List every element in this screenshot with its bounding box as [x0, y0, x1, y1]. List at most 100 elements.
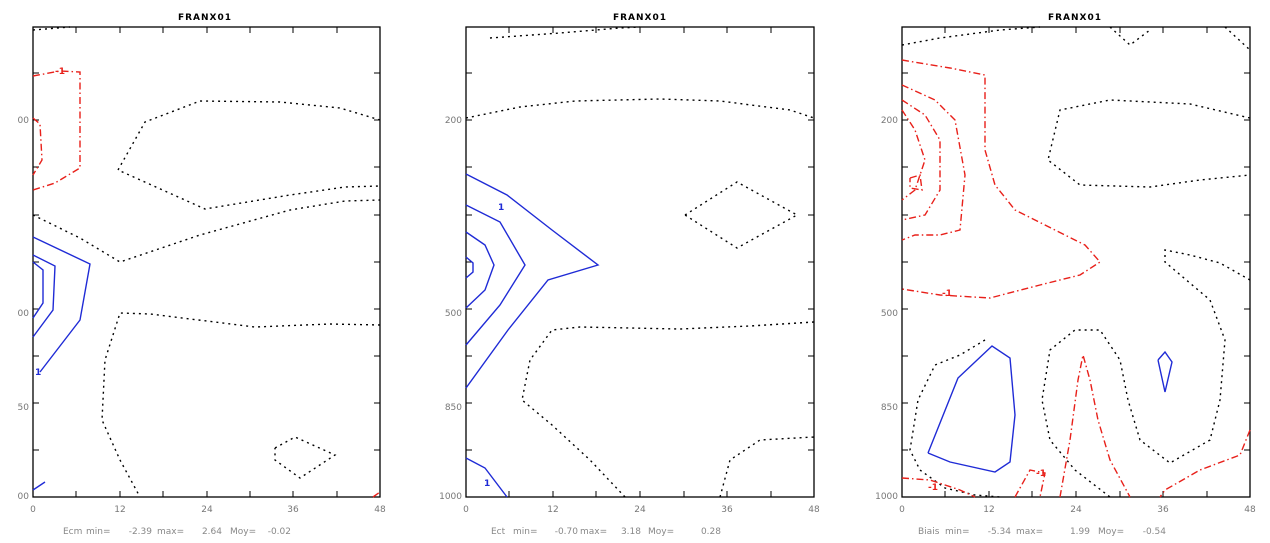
contour-zero: [1041, 249, 1251, 498]
y-tick-label: 500: [445, 309, 462, 319]
panel-2-frame: [465, 26, 815, 498]
x-tick-label: 36: [721, 505, 733, 515]
contour-neg: [909, 174, 923, 191]
contour-label: -1: [928, 483, 938, 493]
contour-label: -1: [1036, 469, 1046, 479]
y-tick-label: 1000: [875, 492, 898, 502]
panel-2-title: FRANX01: [613, 13, 667, 23]
contour-pos: [1157, 350, 1173, 393]
y-tick-label: 500: [881, 309, 898, 319]
contour-zero: [684, 181, 799, 249]
stats-min-value: -2.39: [129, 527, 153, 537]
contour-neg: [901, 59, 1102, 299]
x-tick-label: 0: [899, 505, 905, 515]
contour-zero: [521, 321, 815, 498]
contour-zero: [101, 312, 381, 498]
contour-neg: [1059, 354, 1131, 498]
stats-max-value: 3.18: [621, 527, 641, 537]
stats-label: Ect: [491, 527, 506, 537]
panel-ect: FRANX01 200 500 850 1000 0 12 2: [439, 13, 820, 537]
stats-min-label: min=: [513, 527, 538, 537]
contour-neg: [901, 109, 926, 201]
contour-neg: [901, 477, 976, 498]
y-tick-label: 00: [18, 492, 30, 502]
contour-pos: [465, 256, 474, 279]
contour-pos: [465, 204, 526, 346]
stats-moy-label: Moy=: [1098, 527, 1124, 537]
contour-pos: [465, 231, 495, 309]
y-tick-label: 50: [18, 403, 30, 413]
panel-1-contours: -1 1: [32, 26, 381, 498]
y-tick-label: 850: [881, 403, 898, 413]
contour-neg: [901, 84, 966, 241]
x-tick-label: 12: [114, 505, 125, 515]
contour-pos: [32, 481, 46, 491]
contour-label: 1: [484, 479, 490, 489]
contour-pos: [927, 345, 1016, 473]
contour-pos: [465, 457, 508, 498]
x-tick-label: 36: [1157, 505, 1169, 515]
contour-zero: [117, 100, 381, 210]
stats-min-label: min=: [86, 527, 111, 537]
contour-label: -1: [55, 67, 65, 77]
stats-label: Biais: [918, 527, 940, 537]
stats-moy-value: -0.54: [1143, 527, 1167, 537]
contour-zero: [32, 199, 381, 263]
contour-zero: [465, 98, 815, 119]
x-tick-label: 24: [201, 505, 213, 515]
stats-moy-label: Moy=: [230, 527, 256, 537]
stats-max-label: max=: [580, 527, 607, 537]
x-tick-label: 0: [463, 505, 469, 515]
panel-3-ticks: [902, 27, 1250, 497]
contour-zero: [489, 26, 641, 39]
x-tick-label: 0: [30, 505, 36, 515]
stats-min-value: -5.34: [988, 527, 1012, 537]
y-tick-label: 00: [18, 116, 30, 126]
stats-moy-value: 0.28: [701, 527, 721, 537]
x-tick-label: 12: [547, 505, 558, 515]
contour-neg: [1014, 469, 1046, 498]
contour-pos: [32, 261, 44, 319]
stats-max-label: max=: [1016, 527, 1043, 537]
contour-neg: [901, 99, 941, 221]
contour-zero: [1109, 26, 1151, 46]
y-tick-label: 200: [881, 116, 898, 126]
panel-biais: FRANX01 200 500 850 1000 0 12 2: [875, 13, 1256, 537]
contour-zero: [909, 339, 1001, 498]
stats-moy-label: Moy=: [648, 527, 674, 537]
x-tick-label: 36: [287, 505, 299, 515]
stats-max-value: 1.99: [1070, 527, 1090, 537]
contour-zero: [901, 26, 1041, 46]
x-tick-label: 24: [634, 505, 646, 515]
contour-zero: [719, 436, 815, 498]
panel-1-ticks: [33, 27, 380, 497]
x-tick-label: 24: [1070, 505, 1082, 515]
stats-min-label: min=: [945, 527, 970, 537]
contour-label: -1: [942, 289, 952, 299]
contour-pos: [465, 173, 600, 389]
stats-max-value: 2.64: [202, 527, 222, 537]
stats-label: Ecm: [63, 527, 82, 537]
contour-neg: [372, 491, 381, 498]
contour-zero: [1047, 99, 1251, 188]
contour-neg: [32, 117, 43, 176]
panel-3-title: FRANX01: [1048, 13, 1102, 23]
y-tick-label: 850: [445, 403, 462, 413]
contour-label: 1: [35, 368, 41, 378]
panel-3-contours: -1 -1 -1: [901, 26, 1251, 498]
stats-min-value: -0.70: [555, 527, 579, 537]
panel-2-contours: 1 1: [465, 26, 815, 498]
panel-2-ticks: [466, 27, 814, 497]
x-tick-label: 48: [374, 505, 386, 515]
y-tick-label: 00: [18, 309, 30, 319]
stats-max-label: max=: [157, 527, 184, 537]
panel-ecm: FRANX01 00 00 50 00 0 12: [18, 13, 386, 537]
panel-3-frame: [901, 26, 1251, 498]
x-tick-label: 48: [808, 505, 820, 515]
stats-moy-value: -0.02: [268, 527, 291, 537]
contour-label: 1: [498, 203, 504, 213]
contour-zero: [32, 26, 71, 31]
x-tick-label: 12: [983, 505, 994, 515]
contour-zero: [1224, 26, 1251, 51]
